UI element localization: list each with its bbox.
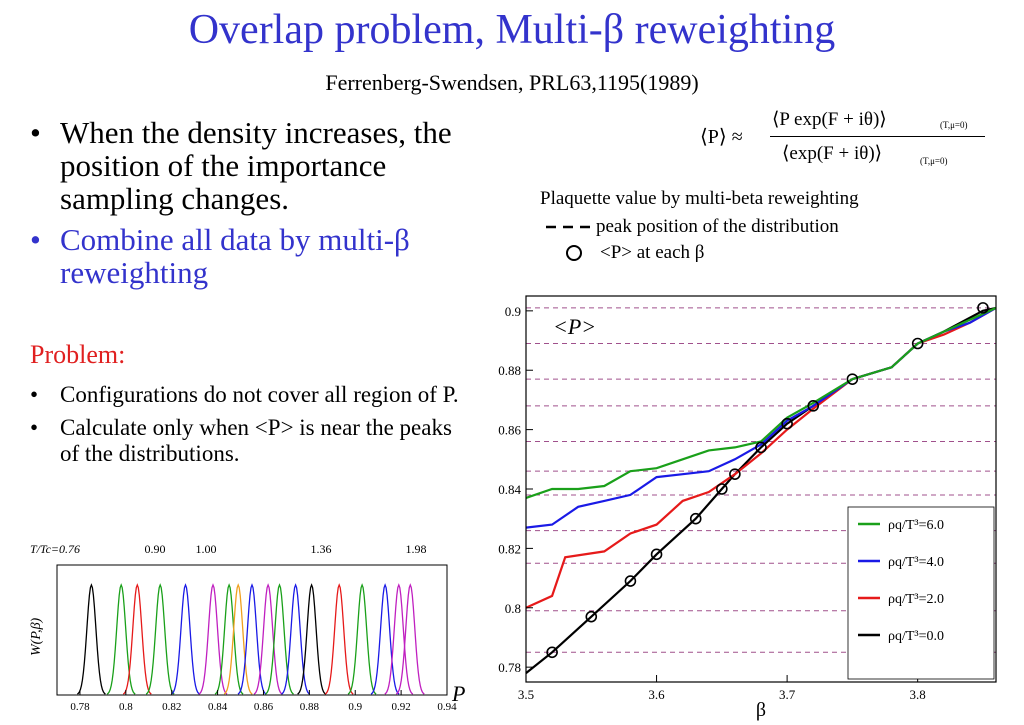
distribution-peak	[395, 583, 425, 695]
x-tick-label: 3.5	[518, 687, 534, 702]
series-legend: ρq/T³=6.0 ρq/T³=4.0 ρq/T³=2.0 ρq/T³=0.0	[847, 506, 995, 680]
problem-heading: Problem:	[30, 340, 126, 369]
distribution-peaks	[76, 583, 425, 695]
distribution-peak	[347, 583, 377, 695]
distribution-peak	[384, 583, 414, 695]
circle-marker	[807, 400, 820, 412]
distribution-chart: 0.78 0.8 0.82 0.84 0.86 0.88 0.9 0.92 0.94 0.90 1.…	[29, 542, 465, 713]
legend-top-title: Plaquette value by multi-beta reweightin…	[540, 188, 859, 209]
in-plot-label: <P>	[553, 314, 596, 339]
circle-markers	[546, 302, 989, 659]
formula-numerator: ⟨P exp(F + iθ)⟩	[772, 109, 887, 130]
distribution-peak	[214, 583, 244, 695]
legend-entry: ρq/T³=4.0	[888, 555, 944, 570]
y-tick-label: 0.88	[498, 363, 521, 378]
dist-top-tick-label: 1.98	[406, 542, 427, 556]
circle-marker	[729, 468, 741, 480]
slide-title: Overlap problem, Multi-β reweighting	[188, 7, 836, 53]
distribution-peak	[145, 583, 175, 695]
dist-frame	[56, 564, 448, 696]
dist-x-tick-label: 0.92	[391, 701, 410, 713]
y-tick-label: 0.86	[498, 423, 521, 438]
dist-top-label: T/Tc=0.76	[30, 542, 80, 556]
circle-marker	[755, 441, 767, 454]
dist-x-tick-label: 0.8	[119, 701, 133, 713]
x-tick-label: 3.8	[910, 687, 926, 702]
distribution-peak	[198, 583, 228, 695]
distribution-peak	[297, 583, 327, 695]
distribution-peak	[171, 583, 200, 695]
reweighting-formula: ⟨P⟩ ≈ ⟨P exp(F + iθ)⟩ (T,μ=0) ⟨exp(F + i…	[700, 108, 1000, 170]
distribution-peak	[265, 583, 294, 695]
main-bullet-1: When the density increases, the position…	[30, 116, 500, 215]
dist-x-label: P	[451, 681, 465, 706]
axes: 3.5 3.6 3.7 3.8 0.78 0.8 0.82 0.84 0.86 0.88 0.9	[498, 304, 926, 702]
formula-lhs: ⟨P⟩ ≈	[700, 126, 743, 148]
circle-marker	[977, 302, 989, 314]
slide-subtitle: Ferrenberg-Swendsen, PRL63,1195(1989)	[325, 70, 699, 95]
distribution-peak	[281, 583, 311, 695]
formula-sub-2: (T,μ=0)	[920, 156, 948, 166]
y-tick-label: 0.9	[505, 304, 521, 319]
dist-x-tick-label: 0.9	[348, 701, 362, 713]
dist-x-tick-label: 0.78	[70, 701, 90, 713]
circle-marker	[689, 512, 702, 525]
main-bullet-list: When the density increases, the position…	[30, 116, 500, 297]
y-tick-label: 0.82	[498, 541, 521, 556]
legend-entry: ρq/T³=6.0	[888, 518, 944, 533]
circle-marker	[716, 483, 728, 495]
legend-entry: ρq/T³=0.0	[888, 629, 944, 644]
y-tick-label: 0.84	[498, 482, 521, 497]
dist-x-tick-label: 0.84	[208, 701, 228, 713]
distribution-peak	[106, 583, 136, 695]
series-line	[525, 306, 997, 499]
distribution-peak	[122, 583, 152, 695]
x-tick-label: 3.6	[648, 687, 665, 702]
circle-marker	[585, 610, 598, 623]
plaquette-chart: 3.5 3.6 3.7 3.8 0.78 0.8 0.82 0.84 0.86 0.88 0.9 <…	[498, 295, 997, 721]
dist-x-tick-label: 0.82	[162, 701, 181, 713]
problem-list: Configurations do not cover all region o…	[30, 382, 470, 474]
distribution-peak	[237, 583, 267, 695]
legend-dashed-label: peak position of the distribution	[596, 216, 839, 237]
x-axis-label: β	[756, 699, 766, 721]
dist-x-tick-label: 0.88	[300, 701, 320, 713]
formula-sub-1: (T,μ=0)	[940, 120, 968, 130]
fraction-bar	[770, 136, 985, 137]
x-tick-label: 3.7	[779, 687, 796, 702]
problem-item-1: Configurations do not cover all region o…	[30, 382, 470, 408]
y-tick-label: 0.78	[498, 660, 521, 675]
dist-top-tick-label: 1.36	[311, 542, 332, 556]
circle-marker	[911, 337, 924, 350]
circle-marker	[624, 575, 637, 587]
dist-x-tick-label: 0.86	[254, 701, 274, 713]
plot-legend-top: Plaquette value by multi-beta reweightin…	[540, 188, 980, 278]
dist-x-tick-label: 0.94	[437, 701, 457, 713]
circle-marker	[781, 417, 793, 430]
distribution-peak	[370, 583, 400, 695]
legend-circle-label: <P> at each β	[600, 242, 705, 263]
circle-marker-icon	[566, 245, 582, 261]
distribution-peak	[253, 583, 283, 695]
dist-axes: 0.78 0.8 0.82 0.84 0.86 0.88 0.9 0.92 0.94 0.90 1.…	[70, 542, 457, 713]
dist-y-label: W(P,β)	[29, 617, 44, 656]
formula-denominator: ⟨exp(F + iθ)⟩	[782, 143, 883, 164]
dist-top-tick-label: 1.00	[196, 542, 217, 556]
distribution-peak	[76, 583, 106, 695]
distribution-peak	[223, 583, 253, 695]
dist-top-tick-label: 0.90	[145, 542, 166, 556]
y-tick-label: 0.8	[505, 601, 521, 616]
problem-item-2: Calculate only when <P> is near the peak…	[30, 415, 470, 467]
main-bullet-2: Combine all data by multi-β reweighting	[30, 223, 500, 289]
circle-marker	[650, 548, 663, 561]
distribution-peak	[324, 583, 354, 695]
circle-marker	[546, 646, 558, 659]
dashed-line-icon	[546, 225, 594, 229]
legend-box	[847, 506, 995, 680]
circle-marker	[846, 373, 859, 385]
legend-entry: ρq/T³=2.0	[888, 592, 944, 607]
